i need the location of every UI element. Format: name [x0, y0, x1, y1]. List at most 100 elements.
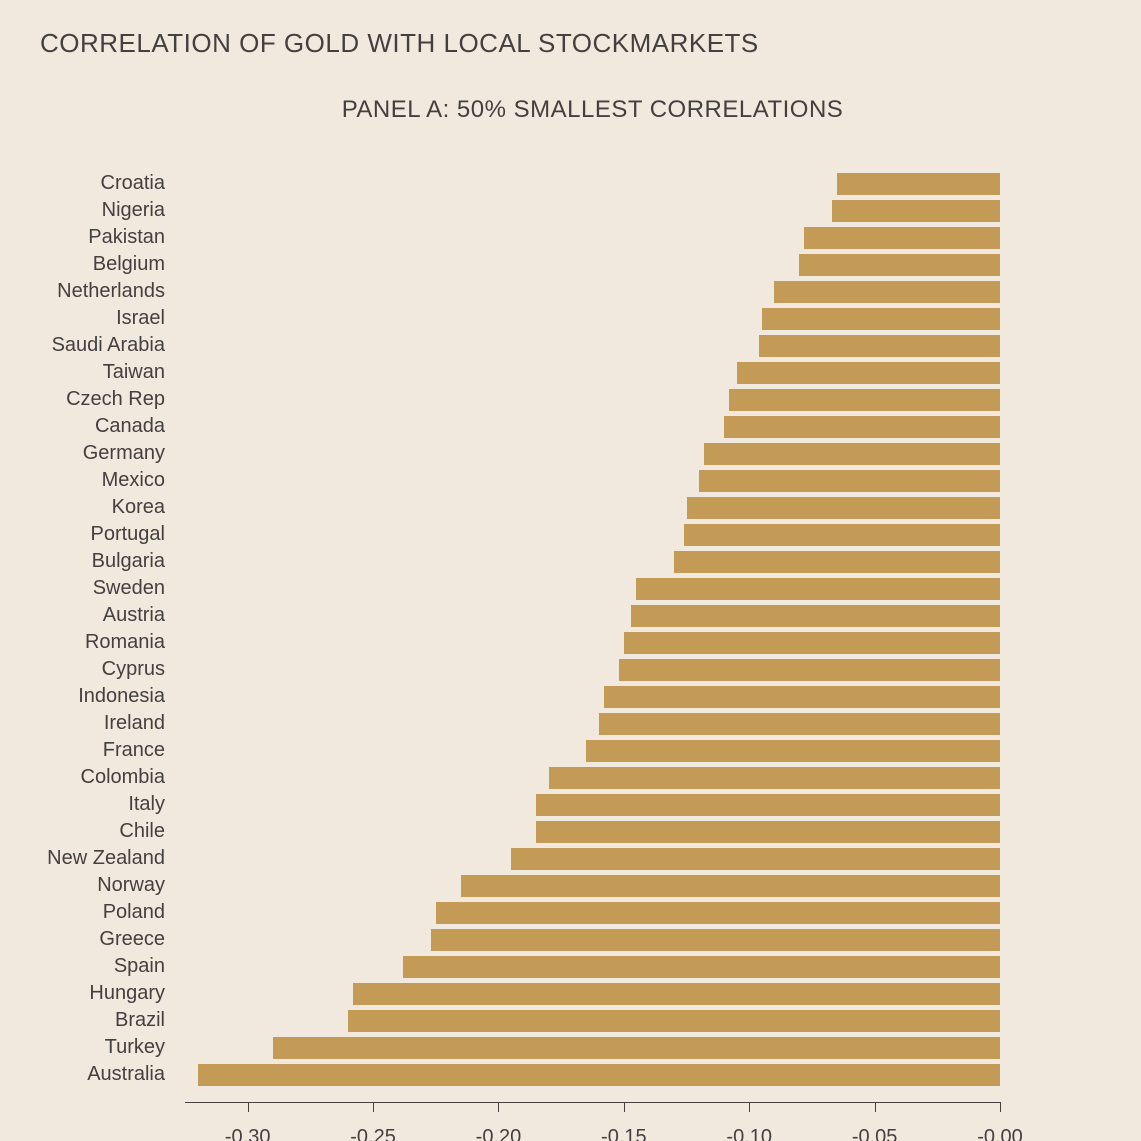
y-axis-label: Chile: [119, 818, 165, 845]
x-axis-label: -0.25: [350, 1126, 396, 1141]
bar-row: Indonesia: [0, 683, 1141, 710]
bar: [353, 983, 1000, 1005]
y-axis-label: Portugal: [91, 521, 166, 548]
bar-row: Taiwan: [0, 359, 1141, 386]
x-axis-tick: [373, 1102, 374, 1112]
bar-row: Croatia: [0, 170, 1141, 197]
y-axis-label: Greece: [99, 926, 165, 953]
y-axis-label: Sweden: [93, 575, 165, 602]
y-axis-label: Hungary: [89, 980, 165, 1007]
bar: [799, 254, 1000, 276]
y-axis-label: Poland: [103, 899, 165, 926]
x-axis-tick: [875, 1102, 876, 1112]
bar-row: Mexico: [0, 467, 1141, 494]
bar-row: Netherlands: [0, 278, 1141, 305]
bar: [619, 659, 1000, 681]
chart-plot-area: CroatiaNigeriaPakistanBelgiumNetherlands…: [0, 160, 1141, 1100]
bar: [511, 848, 1000, 870]
bar: [604, 686, 1000, 708]
y-axis-label: Belgium: [93, 251, 165, 278]
y-axis-label: Saudi Arabia: [52, 332, 165, 359]
bar: [687, 497, 1000, 519]
bar: [762, 308, 1000, 330]
y-axis-label: Taiwan: [103, 359, 165, 386]
bar-row: Bulgaria: [0, 548, 1141, 575]
x-axis-label: -0.15: [601, 1126, 647, 1141]
y-axis-label: France: [103, 737, 165, 764]
bar: [198, 1064, 1000, 1086]
bar: [832, 200, 1000, 222]
y-axis-label: Cyprus: [102, 656, 165, 683]
bar: [804, 227, 1000, 249]
bar-row: France: [0, 737, 1141, 764]
y-axis-label: Canada: [95, 413, 165, 440]
bar: [631, 605, 1000, 627]
bar: [549, 767, 1000, 789]
y-axis-label: Pakistan: [88, 224, 165, 251]
y-axis-label: Netherlands: [57, 278, 165, 305]
bar-row: Turkey: [0, 1034, 1141, 1061]
bar-row: Portugal: [0, 521, 1141, 548]
y-axis-label: Croatia: [101, 170, 165, 197]
bar-row: Greece: [0, 926, 1141, 953]
bar-row: Hungary: [0, 980, 1141, 1007]
bar: [461, 875, 1000, 897]
bar: [774, 281, 1000, 303]
bar-row: Austria: [0, 602, 1141, 629]
bar-row: Canada: [0, 413, 1141, 440]
bar: [684, 524, 1000, 546]
bar-row: Saudi Arabia: [0, 332, 1141, 359]
bar-row: Nigeria: [0, 197, 1141, 224]
x-axis-tick: [1000, 1102, 1001, 1112]
bar: [636, 578, 1000, 600]
bar-row: Poland: [0, 899, 1141, 926]
y-axis-label: New Zealand: [47, 845, 165, 872]
bar: [624, 632, 1000, 654]
bar: [759, 335, 1000, 357]
bar-row: Romania: [0, 629, 1141, 656]
bar-row: Korea: [0, 494, 1141, 521]
bar-row: Belgium: [0, 251, 1141, 278]
y-axis-label: Germany: [83, 440, 165, 467]
y-axis-label: Indonesia: [78, 683, 165, 710]
bar-row: Cyprus: [0, 656, 1141, 683]
x-axis-label: -0.20: [476, 1126, 522, 1141]
bar-row: Czech Rep: [0, 386, 1141, 413]
chart-title: CORRELATION OF GOLD WITH LOCAL STOCKMARK…: [40, 28, 759, 59]
x-axis-label: -0.00: [977, 1126, 1023, 1141]
bar: [586, 740, 1000, 762]
x-axis-label: -0.10: [726, 1126, 772, 1141]
y-axis-label: Norway: [97, 872, 165, 899]
y-axis-label: Brazil: [115, 1007, 165, 1034]
x-axis-tick: [624, 1102, 625, 1112]
bar: [436, 902, 1000, 924]
bar-row: Spain: [0, 953, 1141, 980]
y-axis-label: Bulgaria: [92, 548, 165, 575]
x-axis-tick: [498, 1102, 499, 1112]
bar: [704, 443, 1000, 465]
bar-row: Norway: [0, 872, 1141, 899]
bar-row: Ireland: [0, 710, 1141, 737]
y-axis-label: Colombia: [81, 764, 165, 791]
bar-row: Pakistan: [0, 224, 1141, 251]
bar: [737, 362, 1000, 384]
x-axis-label: -0.30: [225, 1126, 271, 1141]
bar: [348, 1010, 1000, 1032]
chart-subtitle: PANEL A: 50% SMALLEST CORRELATIONS: [342, 96, 844, 124]
bar: [273, 1037, 1000, 1059]
y-axis-label: Israel: [116, 305, 165, 332]
y-axis-label: Mexico: [102, 467, 165, 494]
bar-row: Chile: [0, 818, 1141, 845]
y-axis-label: Turkey: [105, 1034, 165, 1061]
y-axis-label: Austria: [103, 602, 165, 629]
bar-row: Colombia: [0, 764, 1141, 791]
bar-row: Israel: [0, 305, 1141, 332]
bar-row: Australia: [0, 1061, 1141, 1088]
y-axis-label: Australia: [87, 1061, 165, 1088]
bar: [729, 389, 1000, 411]
bar: [837, 173, 1000, 195]
x-axis-tick: [248, 1102, 249, 1112]
bar-row: Brazil: [0, 1007, 1141, 1034]
y-axis-label: Spain: [114, 953, 165, 980]
bar-row: Italy: [0, 791, 1141, 818]
